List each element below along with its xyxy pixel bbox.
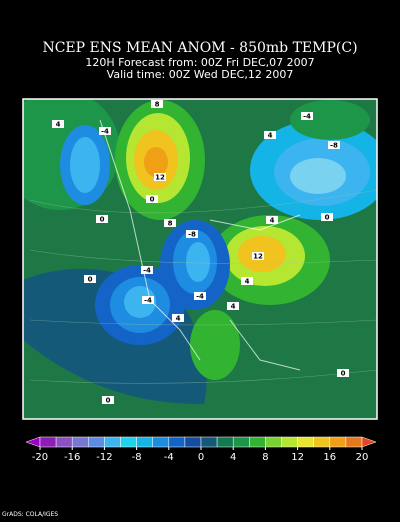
colorbar-segment: [88, 436, 105, 448]
colorbar-tick-label: 12: [291, 452, 304, 463]
colorbar-segment: [55, 436, 73, 448]
contour-label: 4: [231, 303, 236, 311]
map-field: [23, 99, 377, 419]
contour-label-box: [141, 266, 153, 274]
colorbar-tick-label: -8: [132, 452, 142, 463]
colorbar-segment: [313, 436, 331, 448]
contour-label-box: [142, 296, 154, 304]
contour-label-box: [151, 100, 163, 108]
colorbar-tick-label: -12: [96, 452, 112, 463]
contour-label: 0: [341, 370, 346, 378]
contour-label-box: [172, 314, 184, 322]
colorbar-tick-label: 8: [262, 452, 268, 463]
subtitle: Valid time: 00Z Wed DEC,12 2007: [107, 68, 294, 81]
title: NCEP ENS MEAN ANOM - 850mb TEMP(C): [42, 40, 357, 56]
colorbar-tick-label: -4: [164, 452, 174, 463]
colorbar-segment: [152, 436, 170, 448]
colorbar-arrow: [361, 436, 377, 448]
contour-label-box: [186, 230, 198, 238]
contour-label: -4: [303, 113, 311, 121]
contour-label-box: [252, 252, 264, 260]
colorbar-segment: [104, 436, 121, 448]
contour-label: -4: [144, 297, 152, 305]
contour-label: 0: [106, 397, 111, 405]
contour-label-box: [154, 173, 166, 181]
contour-label-box: [99, 127, 111, 135]
colorbar-segment: [200, 436, 218, 448]
colorbar-segment: [184, 436, 202, 448]
colorbar-segment: [297, 436, 314, 448]
contour-label: 8: [155, 101, 160, 109]
contour-label-box: [337, 369, 349, 377]
contour-label-box: [146, 195, 158, 203]
colorbar-segment: [39, 436, 57, 448]
contour-label-box: [301, 112, 313, 120]
contour-label: -4: [101, 128, 109, 136]
contour-label-box: [266, 216, 278, 224]
colorbar-segment: [71, 436, 89, 448]
colorbar-segment: [168, 436, 186, 448]
contour-label-box: [264, 131, 276, 139]
contour-label: 4: [176, 315, 181, 323]
colorbar-segment: [265, 436, 282, 448]
contour-label: 4: [56, 121, 61, 129]
contour-label: 0: [325, 214, 330, 222]
contour-label: -4: [143, 267, 151, 275]
colorbar-tick-label: 4: [230, 452, 236, 463]
contour-label: 4: [245, 278, 250, 286]
contour-label-box: [84, 275, 96, 283]
colorbar-tick-label: -16: [64, 452, 80, 463]
contour-label-box: [96, 215, 108, 223]
colorbar-segment: [232, 436, 250, 448]
subtitle: 120H Forecast from: 00Z Fri DEC,07 2007: [85, 56, 314, 69]
colorbar-segment: [136, 436, 153, 448]
contour-label-box: [52, 120, 64, 128]
contour-label: 4: [270, 217, 275, 225]
contour-label-box: [321, 213, 333, 221]
contour-label: 8: [168, 220, 173, 228]
colorbar-arrow: [25, 436, 41, 448]
colorbar-segment: [120, 436, 137, 448]
contour-label: -4: [196, 293, 204, 301]
contour-label-box: [164, 219, 176, 227]
colorbar-tick-label: 20: [356, 452, 369, 463]
colorbar-segment: [281, 436, 298, 448]
contour-label-box: [241, 277, 253, 285]
contour-label: 12: [253, 253, 263, 261]
contour-label-box: [194, 292, 206, 300]
contour-label: 0: [150, 196, 155, 204]
colorbar-tick-label: -20: [32, 452, 48, 463]
colorbar-segment: [249, 436, 266, 448]
colorbar-segment: [329, 436, 347, 448]
contour-label: 0: [88, 276, 93, 284]
contour-label: -8: [188, 231, 196, 239]
colorbar-tick-label: 0: [198, 452, 204, 463]
colorbar-tick-label: 16: [323, 452, 336, 463]
contour-label: 4: [268, 132, 273, 140]
contour-label-box: [328, 141, 340, 149]
footer: GrADS: COLA/IGES: [2, 511, 58, 518]
contour-label-box: [102, 396, 114, 404]
contour-label-box: [227, 302, 239, 310]
map-frame: [22, 98, 378, 420]
contour-label: 12: [155, 174, 165, 182]
colorbar-segment: [345, 436, 363, 448]
contour-label: -8: [330, 142, 338, 150]
contour-label: 0: [100, 216, 105, 224]
colorbar-segment: [216, 436, 234, 448]
